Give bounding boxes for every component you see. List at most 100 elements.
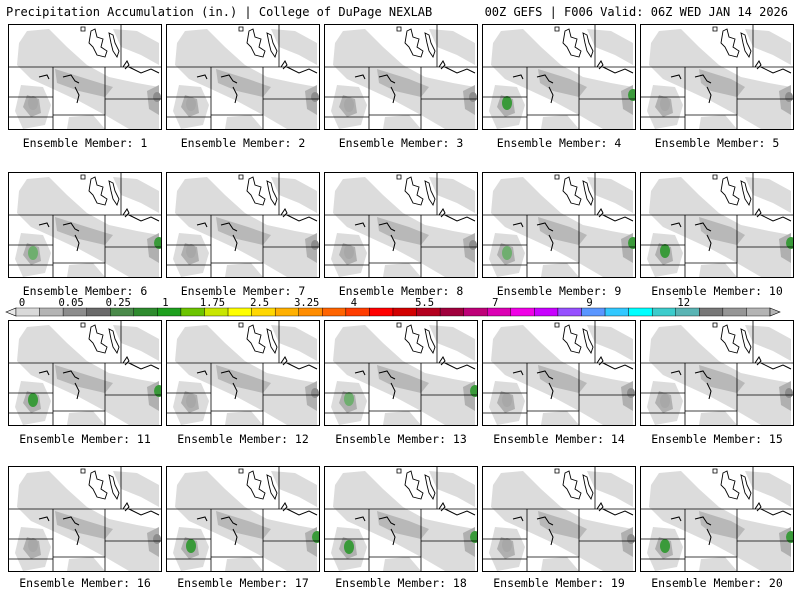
colorbar-tick-label: 12: [677, 297, 690, 309]
colorbar-min-arrow: [5, 307, 17, 317]
colorbar-tick-label: 3.25: [294, 297, 319, 309]
colorbar-swatch: [581, 307, 606, 317]
colorbar-swatch: [322, 307, 347, 317]
colorbar-swatch: [15, 307, 40, 317]
precip-map: [9, 467, 161, 571]
colorbar-tick-label: 1.75: [200, 297, 225, 309]
colorbar-tick-label: 1: [162, 297, 168, 309]
precip-map: [325, 173, 477, 277]
ensemble-member-label: Ensemble Member: 1: [22, 136, 148, 150]
ensemble-member-label: Ensemble Member: 14: [493, 432, 625, 446]
ensemble-map-panel: [8, 320, 162, 426]
precip-map: [325, 467, 477, 571]
precip-map: [167, 467, 319, 571]
colorbar-tick-label: 0.05: [58, 297, 83, 309]
colorbar-tick-label: 7: [492, 297, 498, 309]
colorbar-swatch: [675, 307, 700, 317]
colorbar-svg: 0 0.05 0.25 1 1.75 2.5 3.25 4 5.5 7 9 12: [5, 297, 781, 317]
precip-map: [9, 25, 161, 129]
precip-map: [325, 25, 477, 129]
colorbar-swatch: [534, 307, 559, 317]
colorbar-swatch: [722, 307, 747, 317]
ensemble-map-panel: [324, 172, 478, 278]
ensemble-member-label: Ensemble Member: 17: [177, 576, 309, 590]
colorbar-swatch: [487, 307, 512, 317]
precip-map: [483, 467, 635, 571]
colorbar-swatch: [274, 307, 299, 317]
ensemble-member-label: Ensemble Member: 15: [651, 432, 783, 446]
ensemble-map-panel: [8, 24, 162, 130]
chart-title: Precipitation Accumulation (in.) | Colle…: [6, 5, 433, 19]
ensemble-member-label: Ensemble Member: 8: [338, 284, 464, 298]
colorbar-tick-label: 9: [586, 297, 592, 309]
run-info: 00Z GEFS | F006 Valid: 06Z WED JAN 14 20…: [484, 5, 788, 19]
ensemble-member-label: Ensemble Member: 5: [654, 136, 780, 150]
colorbar-tick-label: 5.5: [415, 297, 434, 309]
precip-map: [641, 321, 793, 425]
ensemble-member-label: Ensemble Member: 19: [493, 576, 625, 590]
colorbar-swatch: [39, 307, 64, 317]
colorbar-swatch: [651, 307, 676, 317]
ensemble-map-panel: [640, 466, 794, 572]
ensemble-member-label: Ensemble Member: 7: [180, 284, 306, 298]
ensemble-member-label: Ensemble Member: 16: [19, 576, 151, 590]
ensemble-map-panel: [640, 24, 794, 130]
ensemble-member-label: Ensemble Member: 11: [19, 432, 151, 446]
ensemble-map-panel: [640, 172, 794, 278]
ensemble-map-panel: [640, 320, 794, 426]
ensemble-member-label: Ensemble Member: 20: [651, 576, 783, 590]
precip-map: [167, 25, 319, 129]
colorbar-swatch: [699, 307, 724, 317]
precip-map: [641, 173, 793, 277]
ensemble-map-panel: [166, 466, 320, 572]
precip-map: [167, 321, 319, 425]
precipitation-colorbar: 0 0.05 0.25 1 1.75 2.5 3.25 4 5.5 7 9 12: [0, 296, 800, 320]
precip-map: [9, 173, 161, 277]
ensemble-map-panel: [324, 320, 478, 426]
colorbar-swatch: [439, 307, 464, 317]
ensemble-member-label: Ensemble Member: 18: [335, 576, 467, 590]
ensemble-map-panel: [324, 24, 478, 130]
ensemble-member-label: Ensemble Member: 12: [177, 432, 309, 446]
colorbar-swatch: [510, 307, 535, 317]
ensemble-member-label: Ensemble Member: 13: [335, 432, 467, 446]
ensemble-member-label: Ensemble Member: 4: [496, 136, 622, 150]
colorbar-tick-label: 0.25: [106, 297, 131, 309]
precip-map: [483, 25, 635, 129]
colorbar-tick-label: 4: [351, 297, 357, 309]
colorbar-swatch: [204, 307, 229, 317]
precip-map: [167, 173, 319, 277]
colorbar-max-arrow: [769, 307, 781, 317]
ensemble-map-panel: [482, 24, 636, 130]
precip-map: [641, 467, 793, 571]
colorbar-tick-label: 2.5: [250, 297, 269, 309]
ensemble-member-label: Ensemble Member: 10: [651, 284, 783, 298]
ensemble-map-panel: [166, 320, 320, 426]
colorbar-swatch: [86, 307, 111, 317]
ensemble-member-label: Ensemble Member: 9: [496, 284, 622, 298]
colorbar-swatch: [557, 307, 582, 317]
colorbar-tick-label: 0: [19, 297, 25, 309]
colorbar-swatch: [628, 307, 653, 317]
precip-map: [9, 321, 161, 425]
colorbar-swatch: [746, 307, 771, 317]
precip-map: [483, 173, 635, 277]
ensemble-map-panel: [8, 466, 162, 572]
colorbar-swatch: [62, 307, 87, 317]
colorbar-swatch: [369, 307, 394, 317]
colorbar-swatch: [180, 307, 205, 317]
colorbar-swatch: [227, 307, 252, 317]
ensemble-member-label: Ensemble Member: 6: [22, 284, 148, 298]
ensemble-map-panel: [166, 24, 320, 130]
colorbar-swatch: [392, 307, 417, 317]
precip-map: [325, 321, 477, 425]
ensemble-member-label: Ensemble Member: 3: [338, 136, 464, 150]
colorbar-swatch: [604, 307, 629, 317]
ensemble-map-panel: [324, 466, 478, 572]
colorbar-swatch: [133, 307, 158, 317]
colorbar-swatch: [251, 307, 276, 317]
colorbar-swatch: [157, 307, 182, 317]
ensemble-member-label: Ensemble Member: 2: [180, 136, 306, 150]
ensemble-map-panel: [482, 172, 636, 278]
ensemble-map-panel: [8, 172, 162, 278]
